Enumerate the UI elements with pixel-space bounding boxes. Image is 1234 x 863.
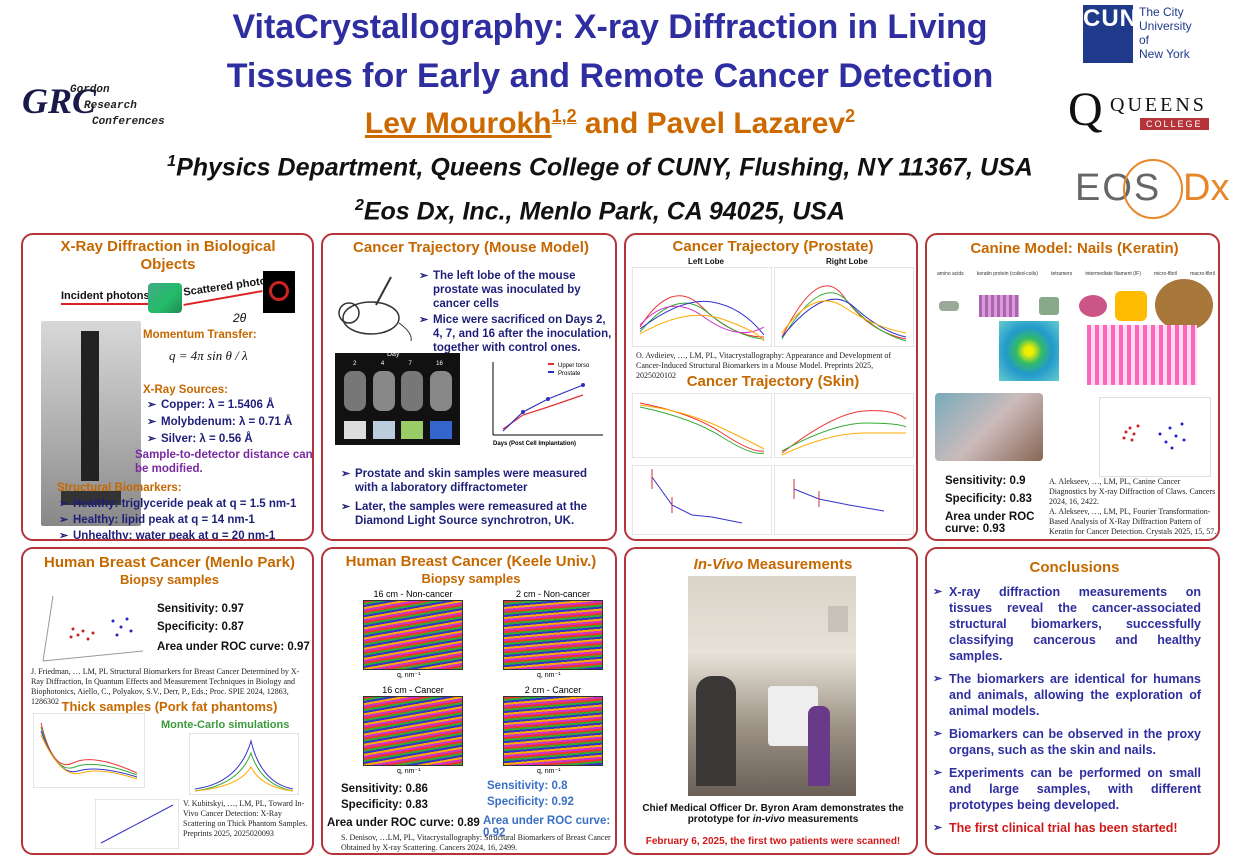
skin-chart-2 bbox=[774, 393, 914, 458]
panel-in-vivo: In-Vivo Measurements Chief Medical Offic… bbox=[624, 547, 918, 855]
plot-2cm-noncancer bbox=[503, 600, 603, 670]
poster-title-line2: Tissues for Early and Remote Cancer Dete… bbox=[226, 57, 994, 95]
keratin-hierarchy-diagram bbox=[939, 279, 1217, 331]
panel-prostate-skin: Cancer Trajectory (Prostate) Left Lobe R… bbox=[624, 233, 918, 541]
panel-canine-model: Canine Model: Nails (Keratin) amino acid… bbox=[925, 233, 1220, 541]
left-lobe-chart bbox=[632, 267, 772, 347]
plot-16cm-cancer bbox=[363, 696, 463, 766]
panel-title-skin: Cancer Trajectory (Skin) bbox=[686, 373, 860, 390]
first-patients-note: February 6, 2025, the first two patients… bbox=[645, 836, 901, 847]
authors: Lev Mourokh1,2 and Pavel Lazarev2 bbox=[364, 106, 856, 140]
author2: Pavel Lazarev bbox=[646, 107, 846, 140]
clinic-photo bbox=[688, 576, 856, 796]
author1: Lev Mourokh bbox=[364, 107, 552, 140]
right-lobe-chart bbox=[774, 267, 914, 347]
skin-chart-1 bbox=[632, 393, 772, 458]
skin-chart-4 bbox=[774, 465, 914, 535]
panel-title: Human Breast Cancer (Menlo Park) bbox=[44, 554, 295, 571]
diffraction-pattern bbox=[999, 321, 1059, 381]
conclusion-item: Experiments can be performed on small an… bbox=[933, 765, 1201, 813]
panel-title: In-Vivo Measurements bbox=[693, 556, 853, 573]
svg-text:Prostate: Prostate bbox=[558, 371, 581, 377]
detector-icon bbox=[263, 271, 295, 313]
imaging-photo-grid: Day 2 4 7 16 bbox=[335, 351, 460, 445]
panel-title: X-Ray Diffraction in Biological Objects bbox=[60, 238, 276, 273]
panel-breast-keele: Human Breast Cancer (Keele Univ.) Biopsy… bbox=[321, 547, 617, 855]
conclusion-final: The first clinical trial has been starte… bbox=[933, 820, 1201, 836]
panel-xray-diffraction: X-Ray Diffraction in Biological Objects … bbox=[21, 233, 314, 541]
panel-title: Cancer Trajectory (Prostate) bbox=[672, 238, 874, 255]
3d-scatter-plot bbox=[1099, 397, 1211, 477]
plot-2cm-cancer bbox=[503, 696, 603, 766]
panel-mouse-model: Cancer Trajectory (Mouse Model) The left… bbox=[321, 233, 617, 541]
lipid-membrane-diagram bbox=[1087, 325, 1197, 385]
monte-carlo-chart bbox=[189, 733, 299, 795]
panel-title: Canine Model: Nails (Keratin) bbox=[970, 240, 1179, 257]
affiliation-2: 2Eos Dx, Inc., Menlo Park, CA 94025, USA bbox=[354, 197, 846, 226]
panel-conclusions: Conclusions X-ray diffraction measuremen… bbox=[925, 547, 1220, 855]
dog-paw-photo bbox=[935, 393, 1043, 461]
citation: O. Avdieiev, …, LM, PL, Vitacrystallogra… bbox=[636, 351, 892, 380]
eos-dx-logo: EOS Dx bbox=[1075, 159, 1230, 219]
panel-title: Human Breast Cancer (Keele Univ.) bbox=[345, 553, 597, 570]
skin-chart-3 bbox=[632, 465, 772, 535]
sample-icon bbox=[148, 283, 182, 313]
panel-title: Conclusions bbox=[1029, 559, 1120, 576]
phantom-chart bbox=[33, 713, 145, 788]
photo-caption: Chief Medical Officer Dr. Byron Aram dem… bbox=[642, 803, 904, 825]
queens-college-logo: Q QUEENS COLLEGE bbox=[1068, 83, 1209, 136]
svg-text:Upper torso: Upper torso bbox=[558, 363, 590, 369]
mouse-icon bbox=[338, 276, 412, 342]
cuny-logo: CUNY The City University of New York bbox=[1083, 5, 1192, 63]
momentum-formula: q = 4π sin θ / λ bbox=[169, 348, 248, 363]
grc-logo: GRC Gordon Research Conferences bbox=[22, 81, 165, 128]
poster-title-line1: VitaCrystallography: X-ray Diffraction i… bbox=[232, 8, 988, 46]
diffractometer-photo bbox=[41, 321, 141, 526]
thickness-chart bbox=[95, 799, 179, 849]
plot-16cm-noncancer bbox=[363, 600, 463, 670]
pca-scatter-plot bbox=[33, 591, 153, 666]
panel-breast-menlo: Human Breast Cancer (Menlo Park) Biopsy … bbox=[21, 547, 314, 855]
flux-chart: Upper torso Prostate bbox=[492, 362, 603, 436]
affiliation-1: 1Physics Department, Queens College of C… bbox=[167, 153, 1033, 182]
conclusion-item: The biomarkers are identical for humans … bbox=[933, 671, 1201, 719]
conclusion-item: X-ray diffraction measurements on tissue… bbox=[933, 584, 1201, 664]
conclusion-item: Biomarkers can be observed in the proxy … bbox=[933, 726, 1201, 758]
panel-title: Cancer Trajectory (Mouse Model) bbox=[353, 239, 589, 256]
